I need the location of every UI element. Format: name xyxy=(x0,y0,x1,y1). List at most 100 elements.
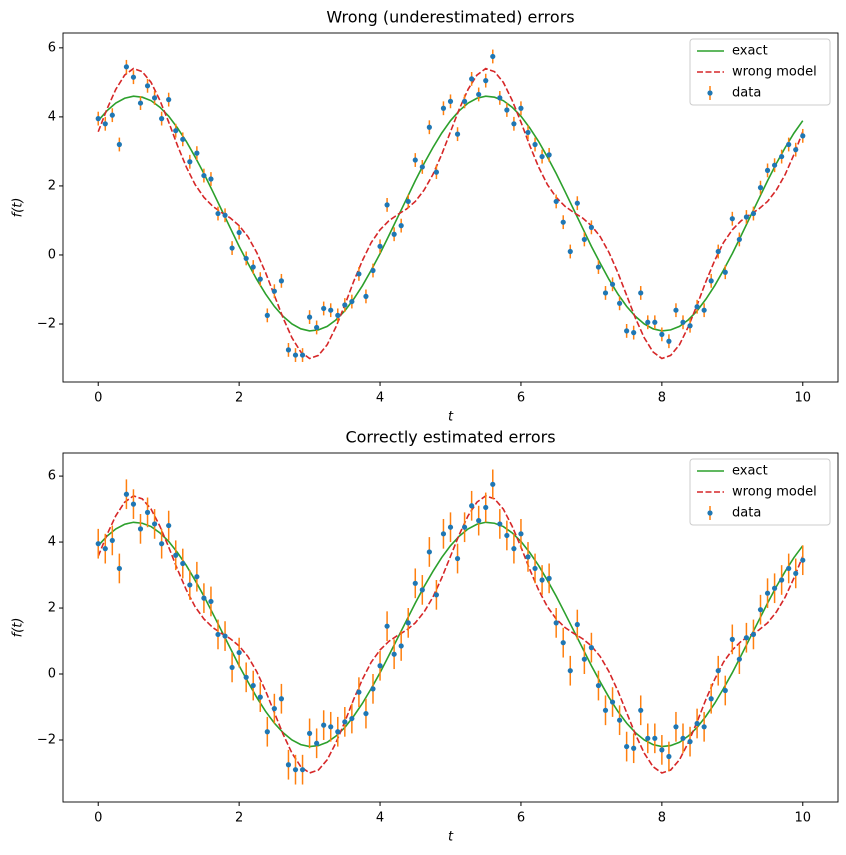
data-point xyxy=(497,95,503,101)
y-tick-label: 4 xyxy=(48,109,56,124)
data-point xyxy=(595,264,602,270)
data-point xyxy=(757,185,764,191)
data-point xyxy=(398,643,404,649)
data-point xyxy=(736,656,742,662)
data-point xyxy=(771,585,778,591)
data-point xyxy=(560,219,566,225)
data-point xyxy=(412,580,418,586)
data-point xyxy=(793,570,799,577)
data-point xyxy=(391,651,397,657)
data-point xyxy=(328,307,334,313)
y-tick-label: 4 xyxy=(48,535,56,550)
data-point xyxy=(144,83,151,89)
data-point xyxy=(729,636,735,642)
data-point xyxy=(764,590,771,596)
data-point xyxy=(173,552,179,558)
legend-label: data xyxy=(732,506,761,521)
data-point xyxy=(342,302,348,308)
data-point xyxy=(215,631,221,638)
data-point xyxy=(595,682,602,689)
data-point xyxy=(384,623,390,629)
data-point xyxy=(532,565,538,572)
x-tick-label: 8 xyxy=(658,391,666,406)
data-point xyxy=(377,663,383,669)
data-point xyxy=(602,707,609,713)
y-tick-label: 2 xyxy=(48,601,56,616)
data-point xyxy=(638,707,644,713)
legend-label: exact xyxy=(732,464,768,479)
data-point xyxy=(708,278,714,284)
data-point xyxy=(208,176,214,182)
data-point xyxy=(306,730,313,736)
axes-frame xyxy=(62,452,839,803)
series-line xyxy=(97,95,804,332)
data-point xyxy=(729,216,735,222)
data-point xyxy=(433,592,440,598)
data-point xyxy=(504,532,510,539)
x-axis-label: t xyxy=(448,830,454,845)
data-point xyxy=(511,546,517,552)
data-point xyxy=(553,620,559,626)
x-tick-label: 2 xyxy=(235,811,243,826)
data-point xyxy=(581,656,587,662)
data-point xyxy=(335,729,341,735)
data-point xyxy=(349,298,355,305)
data-point xyxy=(454,555,461,562)
data-point xyxy=(180,136,186,142)
data-point xyxy=(645,319,651,325)
data-point xyxy=(483,504,489,511)
data-point xyxy=(123,491,130,497)
x-tick-label: 6 xyxy=(517,391,525,406)
data-point xyxy=(370,267,376,274)
data-point xyxy=(771,162,778,168)
y-tick-label: 6 xyxy=(48,40,56,55)
data-point xyxy=(321,305,327,312)
data-point xyxy=(786,141,792,148)
data-point xyxy=(490,481,496,487)
data-point xyxy=(574,621,580,628)
x-tick-label: 6 xyxy=(517,811,525,826)
data-point xyxy=(201,172,207,179)
x-tick-label: 4 xyxy=(376,811,384,826)
data-point xyxy=(342,719,348,725)
x-tick-label: 0 xyxy=(94,391,102,406)
data-point xyxy=(483,78,489,84)
data-point xyxy=(95,116,101,122)
data-point xyxy=(764,167,771,173)
legend-label: wrong model xyxy=(732,485,817,500)
data-point xyxy=(546,152,552,158)
x-tick-label: 4 xyxy=(376,391,384,406)
data-point xyxy=(123,64,130,70)
data-point xyxy=(659,747,665,753)
data-point xyxy=(722,687,728,694)
data-point xyxy=(454,131,461,137)
data-point xyxy=(137,100,144,106)
chart-title: Wrong (underestimated) errors xyxy=(326,8,574,27)
data-point xyxy=(743,214,750,220)
data-point xyxy=(130,501,137,507)
data-point xyxy=(116,565,122,572)
data-point xyxy=(447,524,454,530)
data-point xyxy=(166,97,172,103)
data-point xyxy=(447,98,454,104)
data-point xyxy=(109,112,115,118)
data-point xyxy=(278,278,285,284)
data-point xyxy=(243,674,249,680)
data-point xyxy=(377,243,383,249)
data-point xyxy=(405,198,411,205)
data-point xyxy=(278,696,285,702)
data-point xyxy=(440,531,447,537)
data-point xyxy=(180,560,186,567)
data-point xyxy=(285,347,292,353)
data-point xyxy=(469,503,475,509)
data-point xyxy=(652,735,658,741)
data-point xyxy=(567,668,573,674)
data-point xyxy=(469,76,475,82)
x-axis-label: t xyxy=(448,410,454,425)
plot-area xyxy=(95,49,806,362)
data-point xyxy=(187,159,193,165)
data-point xyxy=(567,248,573,255)
data-point xyxy=(757,607,764,613)
legend-marker xyxy=(707,90,713,96)
